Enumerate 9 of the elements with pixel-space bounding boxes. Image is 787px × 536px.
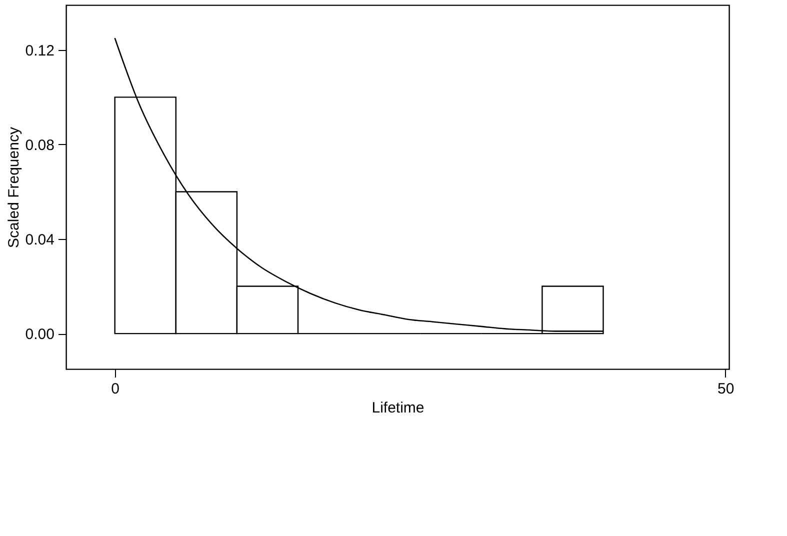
y-axis-title: Scaled Frequency: [5, 126, 22, 248]
y-tick-label: 0.12: [25, 42, 54, 60]
x-tick-label: 50: [717, 380, 734, 398]
x-axis-title: Lifetime: [372, 400, 424, 416]
y-tick-label: 0.00: [25, 326, 54, 344]
line-series: [114, 37, 604, 332]
y-tick-label: 0.08: [25, 136, 54, 154]
x-tick-label: 0: [111, 380, 120, 398]
y-tick-label: 0.04: [25, 232, 54, 248]
